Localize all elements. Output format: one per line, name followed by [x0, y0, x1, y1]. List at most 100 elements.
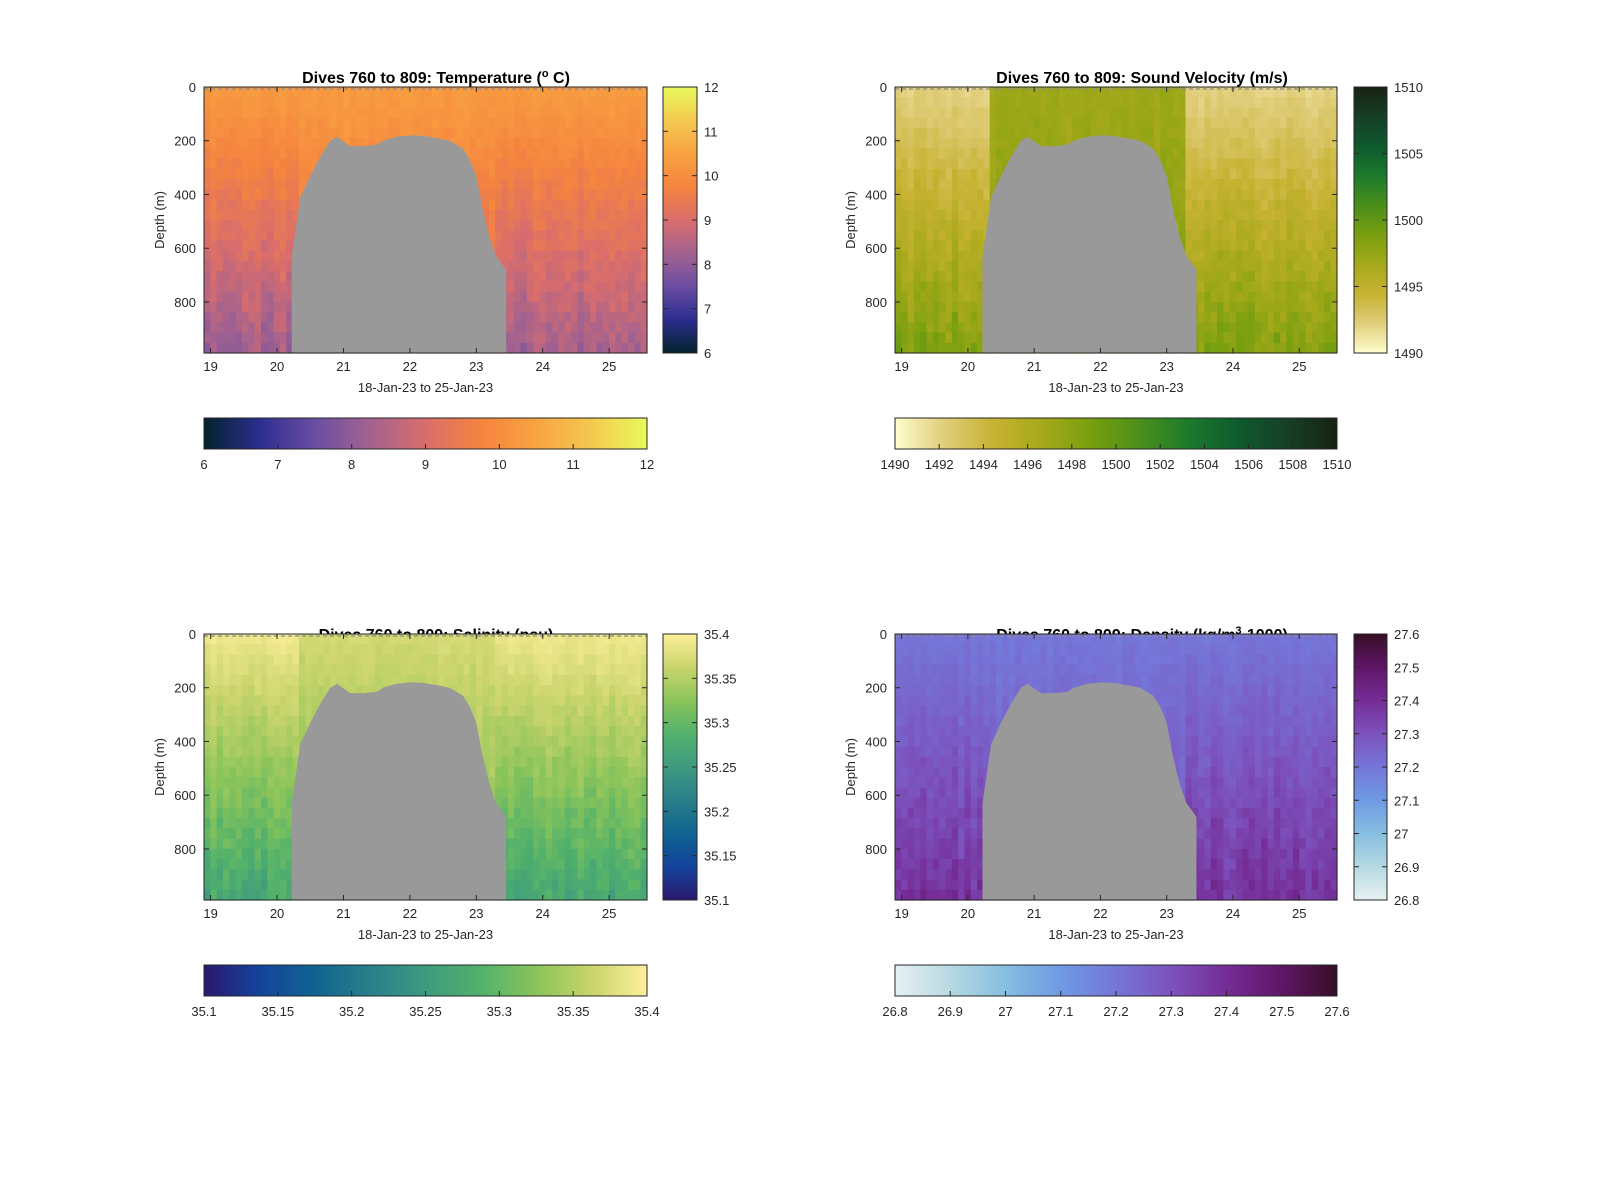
heatmap-cell [210, 685, 218, 696]
heatmap-cell [1229, 312, 1237, 323]
heatmap-cell [590, 189, 597, 201]
heatmap-cell [1059, 87, 1067, 98]
heatmap-cell [1299, 281, 1307, 293]
heatmap-cell [210, 322, 218, 334]
heatmap-cell [1223, 322, 1231, 334]
heatmap-cell [1147, 117, 1155, 129]
heatmap-cell [539, 271, 547, 282]
heatmap-cell [254, 777, 262, 789]
heatmap-cell [222, 644, 230, 656]
heatmap-cell [273, 736, 281, 748]
heatmap-cell [983, 107, 991, 119]
heatmap-cell [450, 87, 458, 98]
heatmap-cell [951, 127, 959, 139]
heatmap-cell [951, 342, 959, 354]
heatmap-cell [374, 674, 382, 686]
heatmap-cell [1299, 342, 1307, 354]
heatmap-cell [996, 107, 1003, 119]
heatmap-cell [1286, 189, 1294, 201]
heatmap-cell [945, 240, 953, 252]
heatmap-cell [920, 281, 928, 293]
heatmap-cell [216, 230, 224, 242]
heatmap-cell [1318, 107, 1325, 119]
heatmap-cell [1292, 107, 1300, 119]
heatmap-cell [615, 209, 623, 221]
heatmap-cell [229, 97, 237, 109]
heatmap-cell [279, 179, 287, 190]
heatmap-cell [305, 634, 313, 645]
heatmap-cell [1318, 199, 1325, 211]
heatmap-cell [901, 322, 909, 334]
heatmap-cell [1299, 189, 1307, 201]
heatmap-cell [482, 674, 490, 686]
heatmap-cell [1248, 250, 1256, 262]
heatmap-cell [241, 736, 249, 748]
heatmap-cell [273, 838, 281, 850]
heatmap-cell [590, 312, 597, 323]
heatmap-cell [520, 107, 528, 119]
heatmap-cell [621, 332, 629, 344]
heatmap-cell [621, 240, 629, 252]
heatmap-cell [1185, 179, 1193, 190]
heatmap-cell [216, 312, 224, 323]
heatmap-cell [945, 342, 953, 354]
heatmap-cell [590, 220, 597, 231]
heatmap-cell [920, 158, 928, 170]
heatmap-cell [964, 138, 972, 149]
heatmap-cell [469, 87, 477, 98]
heatmap-cell [267, 695, 275, 707]
heatmap-cell [907, 220, 915, 231]
heatmap-cell [602, 179, 610, 190]
heatmap-cell [1280, 312, 1288, 323]
heatmap-cell [977, 158, 984, 170]
heatmap-cell [482, 695, 490, 707]
heatmap-cell [254, 879, 262, 891]
heatmap-cell [1179, 199, 1187, 211]
heatmap-cell [260, 342, 268, 354]
heatmap-cell [412, 664, 420, 676]
heatmap-cell [628, 322, 635, 334]
heatmap-cell [241, 695, 249, 707]
heatmap-cell [1229, 209, 1237, 221]
heatmap-cell [286, 107, 294, 119]
heatmap-cell [482, 87, 490, 98]
heatmap-cell [222, 715, 230, 727]
heatmap-cell [210, 746, 218, 758]
heatmap-cell [552, 260, 559, 272]
heatmap-cell [1267, 209, 1275, 221]
heatmap-cell [349, 107, 357, 119]
heatmap-cell [571, 250, 578, 262]
heatmap-cell [1059, 138, 1067, 149]
heatmap-cell [913, 332, 921, 344]
heatmap-cell [222, 189, 230, 201]
heatmap-cell [254, 644, 262, 656]
heatmap-cell [552, 117, 559, 129]
heatmap-cell [488, 199, 496, 211]
heatmap-cell [501, 168, 509, 180]
heatmap-cell [564, 199, 572, 211]
heatmap-cell [222, 179, 230, 190]
heatmap-cell [431, 87, 439, 98]
heatmap-cell [501, 240, 509, 252]
heatmap-cell [260, 705, 268, 717]
heatmap-cell [241, 179, 249, 190]
heatmap-cell [235, 168, 243, 180]
heatmap-cell [583, 250, 591, 262]
heatmap-cell [526, 117, 534, 129]
heatmap-cell [913, 158, 921, 170]
heatmap-cell [1299, 271, 1307, 282]
heatmap-cell [1299, 209, 1307, 221]
heatmap-cell [273, 818, 281, 829]
heatmap-cell [1210, 158, 1218, 170]
heatmap-cell [1261, 220, 1269, 231]
heatmap-cell [463, 107, 471, 119]
heatmap-cell [545, 209, 553, 221]
heatmap-cell [1217, 117, 1224, 129]
heatmap-cell [545, 271, 553, 282]
heatmap-cell [1185, 107, 1193, 119]
heatmap-cell [507, 199, 515, 211]
heatmap-cell [964, 332, 972, 344]
heatmap-cell [267, 168, 275, 180]
heatmap-cell [248, 281, 256, 293]
heatmap-cell [634, 301, 642, 313]
